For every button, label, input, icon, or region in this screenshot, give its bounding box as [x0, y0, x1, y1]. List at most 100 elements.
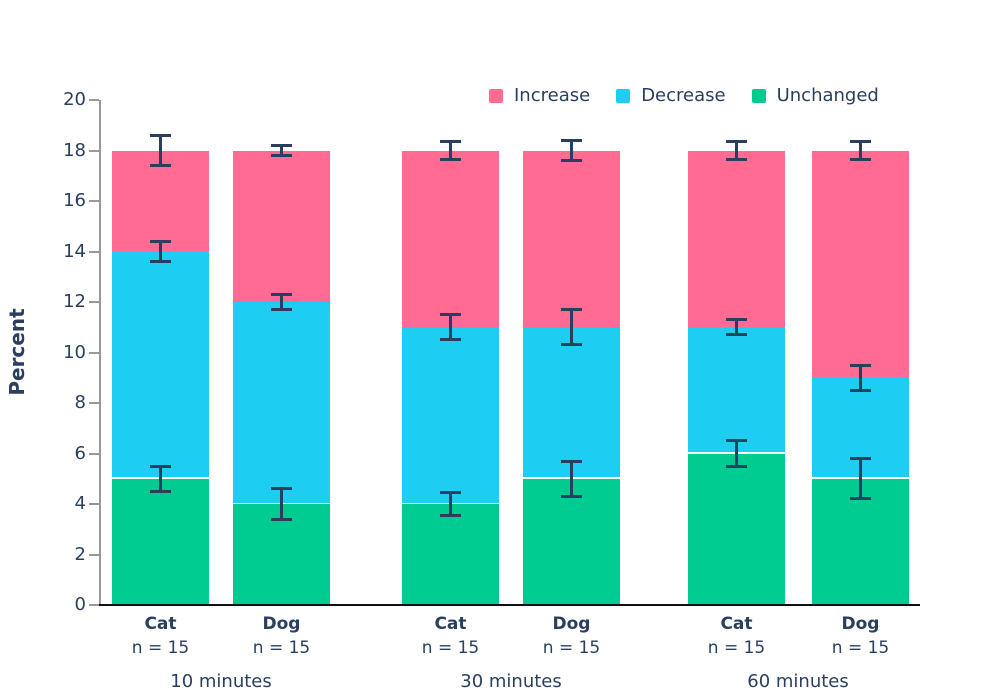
- legend-item-unchanged[interactable]: Unchanged: [751, 85, 879, 106]
- error-bar-cap-top: [440, 140, 461, 144]
- error-bar-cap-top: [850, 363, 871, 367]
- error-bar-cap-bottom: [150, 260, 171, 264]
- legend-label: Unchanged: [776, 85, 879, 106]
- error-bar-cap-bottom: [726, 157, 747, 161]
- legend-label: Increase: [514, 85, 591, 106]
- bar-segment-decrease[interactable]: [233, 302, 330, 504]
- error-bar-cap-top: [561, 138, 582, 142]
- error-bar-line: [859, 458, 862, 499]
- bar-segment-unchanged[interactable]: [523, 478, 620, 605]
- error-bar-cap-bottom: [726, 333, 747, 337]
- bar-sublabel: n = 15: [131, 638, 190, 658]
- error-bar-cap-top: [726, 140, 747, 144]
- error-bar-line: [449, 141, 452, 160]
- y-tick: [89, 402, 99, 404]
- error-bar-cap-bottom: [271, 154, 292, 158]
- error-bar-cap-top: [726, 439, 747, 443]
- error-bar-line: [735, 440, 738, 467]
- bar-segment-decrease[interactable]: [402, 327, 499, 504]
- y-tick: [89, 351, 99, 354]
- error-bar-cap-top: [150, 133, 171, 137]
- y-tick: [89, 200, 99, 202]
- error-bar-cap-bottom: [150, 164, 171, 168]
- y-tick: [89, 604, 99, 606]
- bar-segment-increase[interactable]: [523, 150, 620, 328]
- error-bar-line: [159, 466, 162, 492]
- legend-item-decrease[interactable]: Decrease: [616, 85, 726, 106]
- bar-sublabel: n = 15: [831, 638, 890, 658]
- y-axis-line: [99, 100, 101, 605]
- bar-sublabel: n = 15: [252, 638, 311, 658]
- y-tick-label: 0: [74, 594, 86, 615]
- y-tick: [89, 99, 99, 101]
- error-bar-cap-top: [150, 464, 171, 468]
- error-bar-line: [570, 140, 573, 161]
- error-bar-cap-bottom: [561, 343, 582, 347]
- error-bar-cap-bottom: [271, 308, 292, 312]
- bar-segment-increase[interactable]: [233, 150, 330, 302]
- bar-segment-unchanged[interactable]: [402, 504, 499, 605]
- y-tick: [89, 503, 99, 505]
- y-tick-label: 16: [63, 190, 86, 211]
- error-bar-cap-bottom: [440, 338, 461, 342]
- x-axis-line: [99, 604, 920, 606]
- bar-segment-increase[interactable]: [112, 150, 209, 252]
- legend: Increase Decrease Unchanged: [489, 85, 879, 106]
- error-bar-cap-top: [561, 308, 582, 312]
- error-bar-line: [570, 461, 573, 497]
- bar-label: Cat: [720, 614, 753, 634]
- error-bar-line: [159, 135, 162, 166]
- bar-segment-decrease[interactable]: [688, 327, 785, 454]
- bar-label: Cat: [434, 614, 467, 634]
- error-bar-cap-bottom: [561, 159, 582, 163]
- y-tick: [89, 452, 99, 455]
- bar-segment-increase[interactable]: [688, 150, 785, 328]
- bar-segment-decrease[interactable]: [112, 251, 209, 479]
- bar-sublabel: n = 15: [707, 638, 766, 658]
- error-bar-cap-bottom: [726, 464, 747, 468]
- error-bar-cap-bottom: [850, 388, 871, 392]
- y-tick-label: 10: [63, 341, 86, 363]
- bar-segment-increase[interactable]: [812, 150, 909, 378]
- error-bar-line: [735, 141, 738, 160]
- error-bar-cap-bottom: [850, 157, 871, 161]
- y-tick-label: 6: [74, 442, 86, 464]
- bar-segment-unchanged[interactable]: [112, 478, 209, 605]
- group-label: 60 minutes: [747, 671, 849, 692]
- y-tick-label: 8: [74, 392, 86, 413]
- y-tick: [89, 149, 99, 152]
- error-bar-line: [570, 309, 573, 345]
- error-bar-line: [449, 314, 452, 340]
- error-bar-cap-bottom: [150, 489, 171, 493]
- legend-swatch-decrease: [616, 88, 631, 103]
- error-bar-cap-top: [850, 140, 871, 144]
- y-axis-title-text: Percent: [5, 308, 29, 396]
- error-bar-cap-bottom: [440, 513, 461, 517]
- y-tick-label: 2: [74, 543, 86, 565]
- group-label: 30 minutes: [460, 671, 562, 692]
- y-tick-label: 20: [63, 89, 86, 110]
- error-bar-cap-bottom: [561, 494, 582, 498]
- bar-label: Dog: [841, 614, 880, 634]
- y-tick: [89, 553, 99, 556]
- error-bar-cap-bottom: [440, 157, 461, 161]
- error-bar-line: [859, 141, 862, 160]
- error-bar-cap-top: [150, 239, 171, 243]
- bar-segment-decrease[interactable]: [523, 327, 620, 479]
- bar-segment-increase[interactable]: [402, 150, 499, 328]
- y-tick-label: 12: [63, 291, 86, 312]
- legend-swatch-unchanged: [751, 88, 766, 103]
- error-bar-line: [449, 492, 452, 516]
- legend-swatch-increase: [489, 88, 503, 103]
- error-bar-cap-top: [271, 292, 292, 296]
- y-tick: [89, 301, 99, 303]
- legend-item-increase[interactable]: Increase: [489, 85, 590, 106]
- error-bar-cap-top: [440, 491, 461, 495]
- bar-segment-unchanged[interactable]: [233, 504, 330, 605]
- error-bar-cap-top: [271, 143, 292, 147]
- bar-label: Dog: [552, 614, 591, 634]
- bar-segment-unchanged[interactable]: [688, 453, 785, 605]
- error-bar-line: [280, 488, 283, 520]
- bar-label: Cat: [144, 614, 177, 634]
